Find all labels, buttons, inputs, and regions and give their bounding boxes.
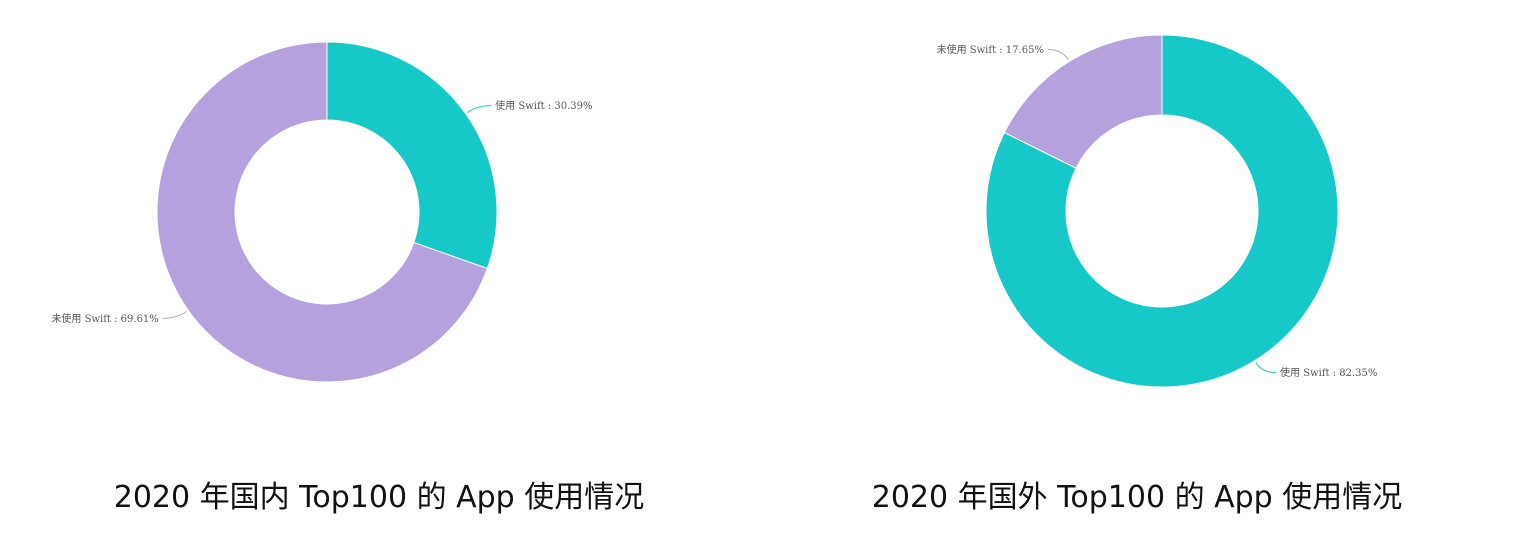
slice-label: 使用 Swift : 30.39% [495, 99, 592, 112]
slice-label: 使用 Swift : 82.35% [1280, 366, 1377, 379]
slice-label: 未使用 Swift : 17.65% [937, 43, 1044, 56]
label-leader-line [162, 310, 187, 319]
pie-slice-swift [326, 41, 498, 270]
label-leader-line [1047, 48, 1069, 60]
chart-title-overseas: 2020 年国外 Top100 的 App 使用情况 [871, 480, 1403, 515]
chart-title-domestic: 2020 年国内 Top100 的 App 使用情况 [113, 480, 645, 515]
donut-chart-domestic: 使用 Swift : 30.39% 未使用 Swift : 69.61% [51, 41, 593, 383]
pie-slice-no-swift [1003, 34, 1163, 169]
chart-domestic: 使用 Swift : 30.39% 未使用 Swift : 69.61% 2020… [51, 41, 645, 515]
chart-overseas: 使用 Swift : 82.35% 未使用 Swift : 17.65% 2020… [758, 0, 1516, 556]
donut-chart-overseas: 使用 Swift : 82.35% 未使用 Swift : 17.65% [937, 34, 1377, 388]
label-leader-line [1255, 362, 1277, 374]
slice-label: 未使用 Swift : 69.61% [51, 312, 158, 325]
label-leader-line [467, 105, 492, 114]
pie-slice-no-swift [156, 41, 488, 383]
pie-slice-swift [985, 34, 1339, 388]
